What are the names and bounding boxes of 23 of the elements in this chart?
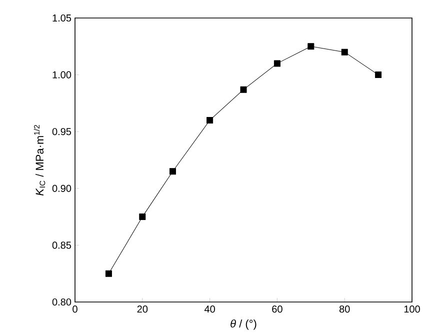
x-tick-label: 0 xyxy=(72,306,78,313)
x-tick-label: 80 xyxy=(339,306,350,313)
point xyxy=(341,48,348,56)
y-tick-label: 0.85 xyxy=(52,242,72,249)
x-tick-label: 60 xyxy=(272,306,282,313)
point xyxy=(206,116,214,124)
y-tick-label: 0.90 xyxy=(52,184,72,192)
x-tick-label: 20 xyxy=(137,306,148,313)
y-tick-label: 1.05 xyxy=(52,14,72,22)
point xyxy=(169,168,176,175)
x-axis-title: θ / (°) xyxy=(230,319,256,330)
y-axis-title: K$_{IC}$ / MPa·m$^{1/2}$ xyxy=(34,124,46,196)
point xyxy=(375,72,382,78)
y-tick-label: 0.95 xyxy=(52,128,72,136)
y-tick-label: 0.80 xyxy=(52,298,72,306)
x-tick-label: 40 xyxy=(204,306,215,313)
point xyxy=(274,60,280,67)
point xyxy=(308,43,314,50)
x-tick-label: 100 xyxy=(404,306,420,313)
y-tick-label: 1.00 xyxy=(52,71,72,78)
point xyxy=(240,86,247,93)
point xyxy=(139,214,146,220)
point xyxy=(105,270,112,277)
